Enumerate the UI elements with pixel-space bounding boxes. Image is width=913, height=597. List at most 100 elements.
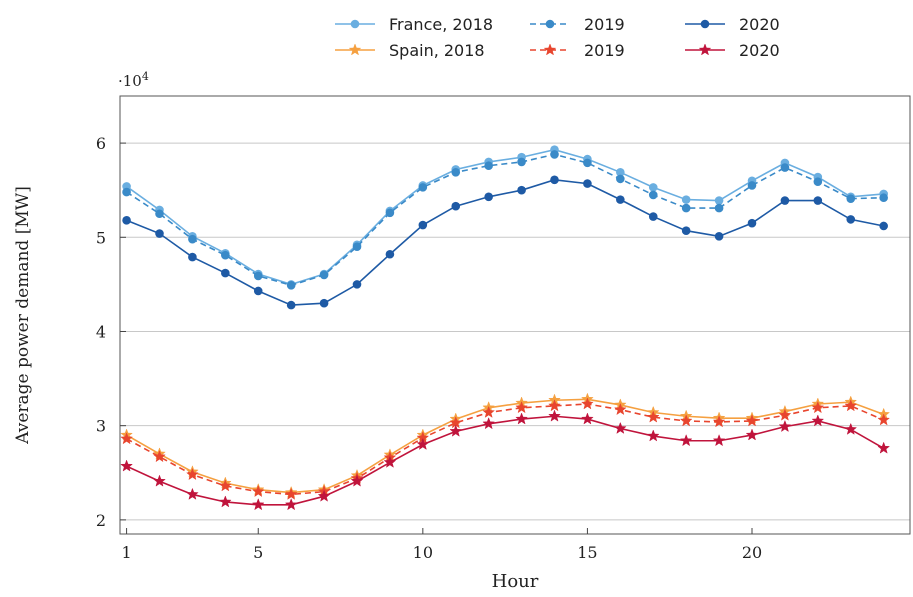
- y-axis-multiplier: ·104: [118, 70, 149, 90]
- data-point: [286, 300, 296, 310]
- data-point: [780, 163, 790, 172]
- data-point: [616, 195, 625, 204]
- series-line: [126, 153, 884, 287]
- data-point: [681, 203, 691, 213]
- data-point: [352, 242, 362, 252]
- series-layer: [120, 145, 891, 511]
- legend-entry: France, 2018: [335, 15, 493, 34]
- data-point: [879, 221, 888, 231]
- data-point: [780, 196, 790, 205]
- data-point: [583, 158, 592, 168]
- data-point: [284, 487, 298, 500]
- data-point: [251, 498, 265, 511]
- y-tick-label: 5: [96, 228, 106, 247]
- data-point: [221, 268, 230, 278]
- legend: France, 2018 2019 2020 Spain, 2018 2019 2020: [335, 15, 780, 60]
- data-point: [416, 437, 430, 450]
- data-point: [484, 192, 493, 202]
- data-point: [679, 434, 693, 447]
- data-point: [122, 216, 131, 225]
- data-point: [155, 209, 164, 219]
- data-point: [155, 229, 164, 238]
- data-point: [218, 495, 232, 508]
- data-point: [813, 196, 823, 205]
- data-point: [844, 422, 858, 435]
- data-point: [218, 479, 232, 492]
- x-tick-label: 20: [742, 543, 762, 562]
- x-axis-label: Hour: [492, 571, 539, 592]
- y-axis-multiplier-exponent: 4: [142, 70, 149, 83]
- data-point: [319, 270, 329, 280]
- data-point: [517, 185, 526, 195]
- data-point: [122, 187, 131, 197]
- data-point: [451, 201, 461, 211]
- data-point: [188, 252, 197, 262]
- data-point: [813, 177, 823, 187]
- legend-entry: 2019: [530, 15, 625, 34]
- legend-swatch-marker: [700, 19, 710, 29]
- y-tick-label: 6: [96, 134, 106, 153]
- data-point: [811, 401, 825, 414]
- data-point: [418, 183, 428, 192]
- data-point: [548, 399, 561, 412]
- data-point: [778, 419, 792, 433]
- legend-swatch-marker: [698, 43, 712, 56]
- data-point: [251, 484, 265, 498]
- legend-swatch-marker: [350, 19, 360, 29]
- data-point: [745, 414, 759, 427]
- data-point: [646, 410, 660, 423]
- data-point: [221, 250, 230, 260]
- x-tick-label: 1: [121, 543, 131, 562]
- data-point: [846, 194, 856, 203]
- series-line: [126, 415, 885, 506]
- data-point: [548, 409, 561, 422]
- legend-swatch-marker: [348, 43, 362, 56]
- series-2: [122, 150, 888, 290]
- data-point: [747, 218, 757, 228]
- legend-entry: Spain, 2018: [335, 41, 485, 60]
- data-point: [550, 175, 559, 185]
- data-point: [418, 220, 428, 230]
- data-point: [188, 234, 197, 244]
- data-point: [648, 190, 658, 200]
- legend-entry: 2020: [685, 15, 780, 34]
- data-point: [745, 428, 759, 441]
- data-point: [383, 455, 397, 468]
- data-point: [648, 212, 658, 221]
- x-tick-label: 5: [253, 543, 263, 562]
- data-point: [385, 208, 395, 218]
- legend-swatch-marker: [545, 19, 555, 29]
- data-point: [153, 450, 166, 463]
- legend-entry: 2020: [685, 41, 780, 60]
- plot-frame: [119, 95, 911, 535]
- series-6: [120, 409, 891, 511]
- data-point: [581, 397, 594, 410]
- legend-label: 2019: [584, 41, 625, 60]
- data-point: [253, 271, 263, 281]
- data-point: [583, 179, 592, 188]
- data-point: [286, 281, 296, 290]
- y-tick-label: 2: [96, 511, 106, 530]
- data-point: [679, 414, 693, 427]
- legend-label: 2019: [584, 15, 625, 34]
- data-point: [811, 414, 825, 427]
- data-point: [352, 280, 362, 289]
- data-point: [712, 434, 726, 447]
- data-point: [186, 487, 199, 500]
- series-line: [126, 148, 884, 286]
- data-point: [648, 183, 658, 192]
- y-axis-label: Average power demand [MW]: [13, 186, 33, 445]
- legend-swatch-marker: [543, 43, 557, 56]
- legend-label: 2020: [739, 15, 780, 34]
- data-point: [120, 459, 133, 472]
- data-point: [385, 249, 395, 259]
- data-point: [616, 167, 625, 177]
- data-point: [350, 474, 364, 487]
- data-point: [747, 181, 757, 190]
- data-point: [482, 405, 496, 418]
- data-point: [515, 412, 528, 425]
- legend-label: 2020: [739, 41, 780, 60]
- data-point: [877, 441, 891, 454]
- data-point: [186, 467, 199, 481]
